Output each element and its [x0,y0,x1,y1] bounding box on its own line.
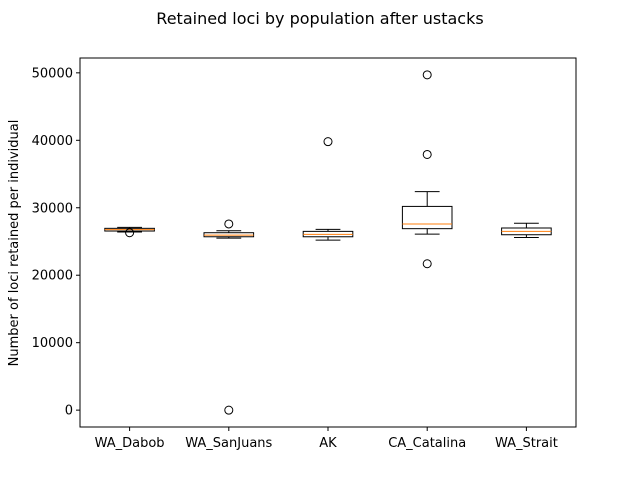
x-tick-label: CA_Catalina [388,436,466,451]
box-WA_Strait [501,222,552,238]
y-tick-label: 30000 [32,201,73,216]
y-axis-label: Number of loci retained per individual [7,120,22,367]
box-AK [302,137,354,241]
y-tick-label: 50000 [32,66,73,81]
box-WA_Dabob [104,226,155,238]
outlier-point [125,228,135,238]
x-tick-label: WA_SanJuans [185,436,272,451]
x-tick-label: WA_Strait [495,436,558,451]
chart-title: Retained loci by population after ustack… [156,9,483,28]
plot-frame [79,57,577,428]
y-tick-label: 20000 [32,269,73,284]
outlier-point [224,219,234,229]
axes-group: 0 10000 20000 30000 40000 50000 WA_Dabob WA_San… [32,66,558,451]
iqr-box [401,205,453,230]
y-tick-label: 10000 [32,336,73,351]
outlier-point [323,137,333,147]
box-CA_Catalina [401,70,453,269]
boxes-group [104,70,552,415]
y-tick-label: 0 [65,404,73,419]
outlier-point [422,149,432,159]
y-tick-label: 40000 [32,134,73,149]
x-tick-label: WA_Dabob [95,436,165,451]
x-tick-label: AK [319,436,337,451]
outlier-point [422,259,432,269]
outlier-point [224,405,234,415]
box-WA_SanJuans [203,219,255,415]
outlier-point [422,70,432,80]
